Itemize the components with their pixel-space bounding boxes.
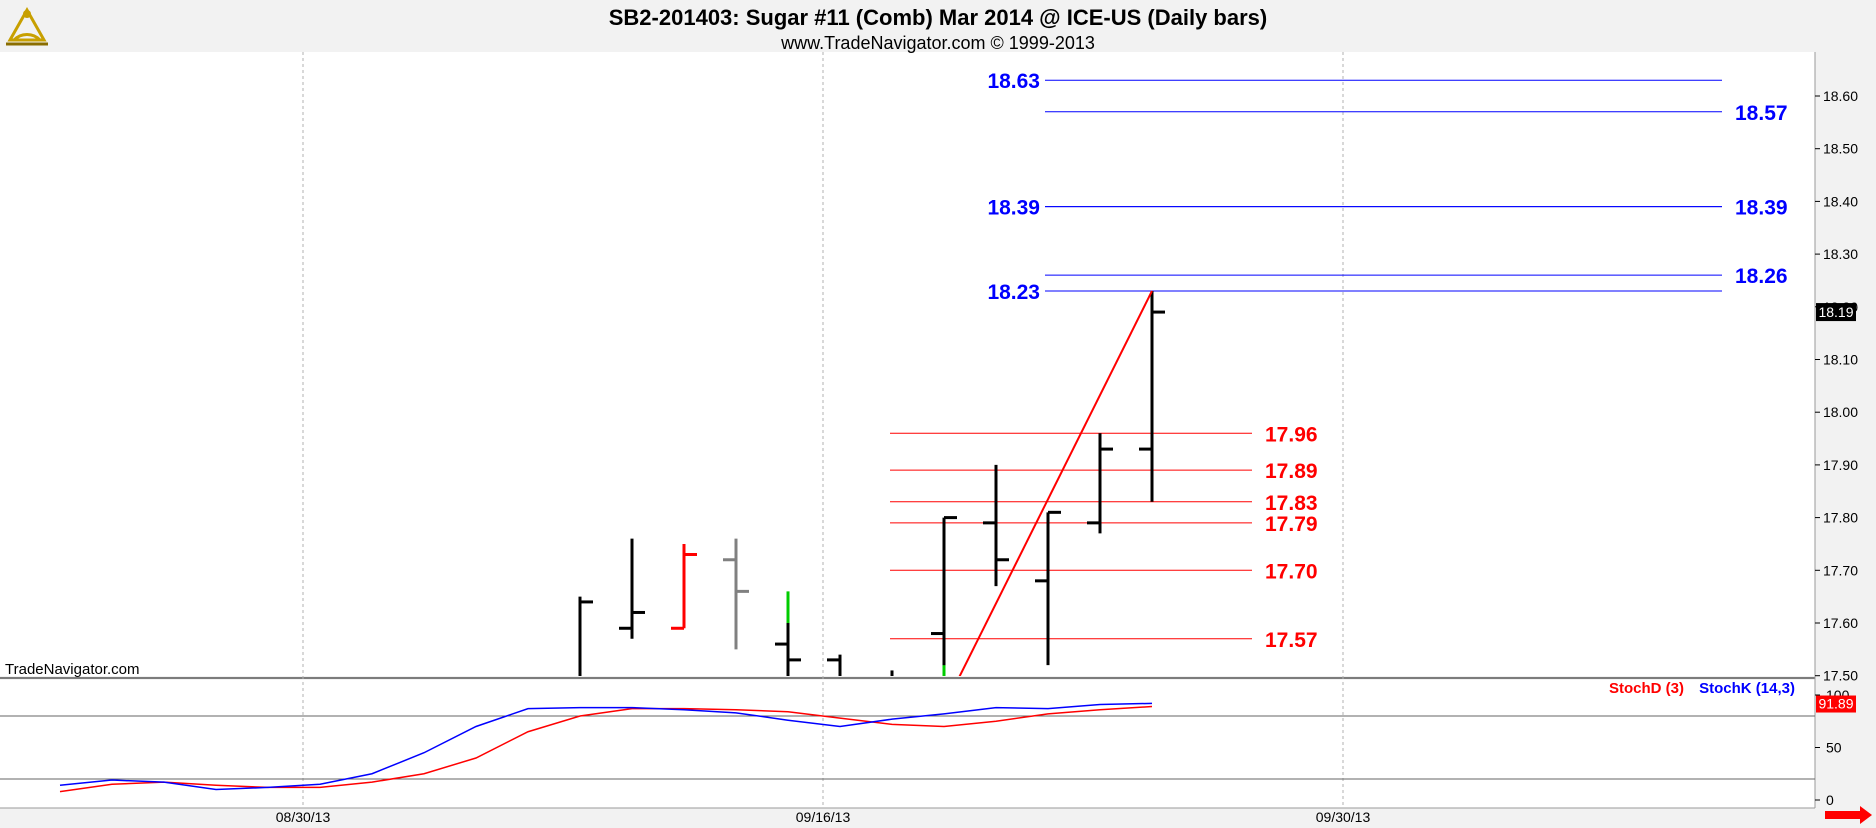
red-level-label: 17.89: [1265, 460, 1318, 483]
chart-title: SB2-201403: Sugar #11 (Comb) Mar 2014 @ …: [609, 5, 1267, 30]
stoch-value-box: [1816, 695, 1856, 713]
ohlc-bar: [1035, 510, 1061, 666]
watermark-text: TradeNavigator.com: [5, 661, 140, 678]
red-level-label: 17.96: [1265, 423, 1318, 446]
ohlc-bar: [619, 538, 645, 639]
price-tick-label: 18.30: [1823, 246, 1858, 262]
blue-level-label-right: 18.26: [1735, 265, 1788, 288]
blue-level-label-left: 18.63: [987, 70, 1040, 93]
bars-layer: [578, 290, 1165, 676]
x-tick-label: 09/30/13: [1316, 809, 1371, 825]
price-tick-label: 18.50: [1823, 141, 1858, 157]
blue-level-label-left: 18.39: [987, 197, 1040, 220]
price-tick-label: 17.50: [1823, 668, 1858, 684]
last-price-box: [1816, 303, 1856, 322]
blue-level-label-left: 18.23: [987, 281, 1040, 304]
blue-level-label-right: 18.57: [1735, 102, 1788, 125]
stoch-tick-label: 0: [1826, 792, 1834, 808]
ohlc-bar: [983, 464, 1009, 587]
price-tick-label: 17.70: [1823, 562, 1858, 578]
blue-level-label-right: 18.39: [1735, 197, 1788, 220]
grid-layer: [302, 52, 1344, 808]
ohlc-bar: [671, 543, 697, 630]
legend-stochk: StochK (14,3): [1699, 680, 1795, 697]
stoch-series-line: [59, 705, 1153, 793]
stoch-layer: [0, 702, 1815, 793]
ohlc-bar: [578, 596, 593, 676]
price-tick-label: 17.90: [1823, 457, 1858, 473]
trend-line: [958, 290, 1153, 676]
scroll-right-arrow-icon[interactable]: [1825, 806, 1872, 824]
stoch-panel: [0, 680, 1815, 808]
x-tick-label: 09/16/13: [796, 809, 851, 825]
levels-layer: 18.63 18.39 18.23 18.57 18.39 18.26 17.96 17.89…: [890, 70, 1788, 652]
red-level-label: 17.83: [1265, 492, 1318, 515]
ohlc-bar: [1087, 433, 1113, 534]
stoch-value-label: 91.89: [1818, 696, 1853, 712]
price-tick-label: 18.60: [1823, 88, 1858, 104]
price-tick-label: 17.80: [1823, 510, 1858, 526]
sextant-logo-icon: [6, 6, 48, 48]
ohlc-bar: [723, 538, 749, 650]
last-price-label: 18.19: [1818, 304, 1853, 320]
chart-subtitle: www.TradeNavigator.com © 1999-2013: [780, 33, 1095, 53]
legend-stochd: StochD (3): [1609, 680, 1684, 697]
price-tick-label: 18.00: [1823, 404, 1858, 420]
ohlc-bar: [827, 654, 842, 676]
ohlc-bar: [1139, 290, 1165, 502]
stoch-series-line: [59, 702, 1153, 791]
price-panel: [0, 52, 1815, 676]
red-level-label: 17.70: [1265, 560, 1318, 583]
ohlc-bar: [775, 623, 801, 676]
price-tick-label: 18.40: [1823, 193, 1858, 209]
price-tick-label: 18.10: [1823, 352, 1858, 368]
price-tick-label: 17.60: [1823, 615, 1858, 631]
stoch-tick-label: 50: [1826, 740, 1842, 756]
x-tick-label: 08/30/13: [276, 809, 331, 825]
axis-layer: 08/30/13 09/16/13 09/30/13 17.50 17.60 17.70 1…: [276, 88, 1858, 825]
red-level-label: 17.79: [1265, 513, 1318, 536]
red-level-label: 17.57: [1265, 629, 1318, 652]
